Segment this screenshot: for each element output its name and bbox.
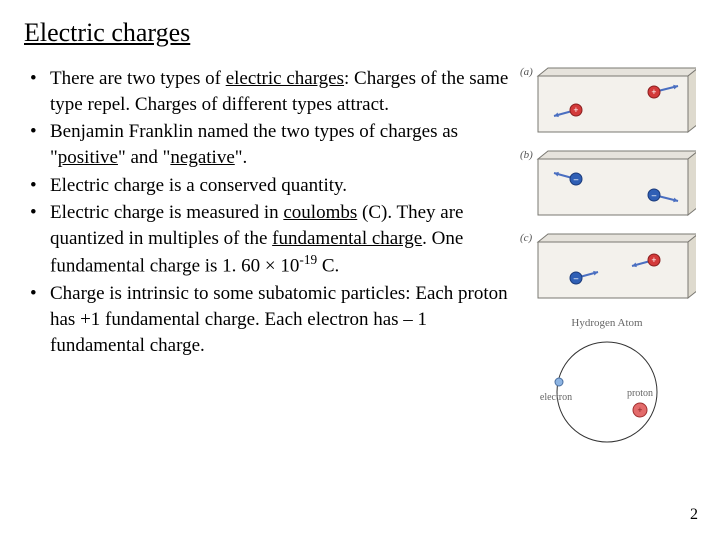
term-negative: negative <box>170 147 234 168</box>
term-fundamental-charge: fundamental charge <box>272 228 422 249</box>
term-positive: positive <box>58 147 118 168</box>
svg-text:electron: electron <box>540 392 572 403</box>
bullet-list: There are two types of electric charges:… <box>24 66 510 452</box>
svg-text:+: + <box>651 87 656 97</box>
bullet-2: Benjamin Franklin named the two types of… <box>24 119 510 170</box>
bullet-5: Charge is intrinsic to some subatomic pa… <box>24 281 510 358</box>
panel-b-label: (b) <box>520 149 533 161</box>
svg-text:+: + <box>637 405 642 415</box>
page-number: 2 <box>690 506 698 524</box>
svg-text:–: – <box>573 273 579 283</box>
panel-c-label: (c) <box>520 232 532 244</box>
panel-c-svg: –+ <box>536 232 696 306</box>
panel-a: (a) ++ <box>518 66 696 145</box>
page-title: Electric charges <box>24 18 696 48</box>
svg-text:+: + <box>651 255 656 265</box>
content-row: There are two types of electric charges:… <box>24 66 696 452</box>
exponent: -19 <box>299 252 317 267</box>
term-coulombs: coulombs <box>283 202 357 223</box>
svg-text:proton: proton <box>627 388 653 399</box>
svg-text:–: – <box>651 190 657 200</box>
panel-c: (c) –+ <box>518 232 696 311</box>
panel-b-svg: –– <box>536 149 696 223</box>
panel-a-svg: ++ <box>536 66 696 140</box>
panel-a-label: (a) <box>520 66 533 78</box>
svg-text:–: – <box>573 174 579 184</box>
atom-diagram: electron + proton <box>532 332 682 452</box>
svg-text:+: + <box>573 105 578 115</box>
atom-title: Hydrogen Atom <box>518 317 696 329</box>
panel-b: (b) –– <box>518 149 696 228</box>
figures-column: (a) ++ (b) –– (c) –+ Hydrogen Atom elect… <box>518 66 696 452</box>
bullet-3: Electric charge is a conserved quantity. <box>24 173 510 199</box>
bullet-1: There are two types of electric charges:… <box>24 66 510 117</box>
term-electric-charges: electric charges <box>226 68 344 89</box>
bullet-4: Electric charge is measured in coulombs … <box>24 200 510 279</box>
